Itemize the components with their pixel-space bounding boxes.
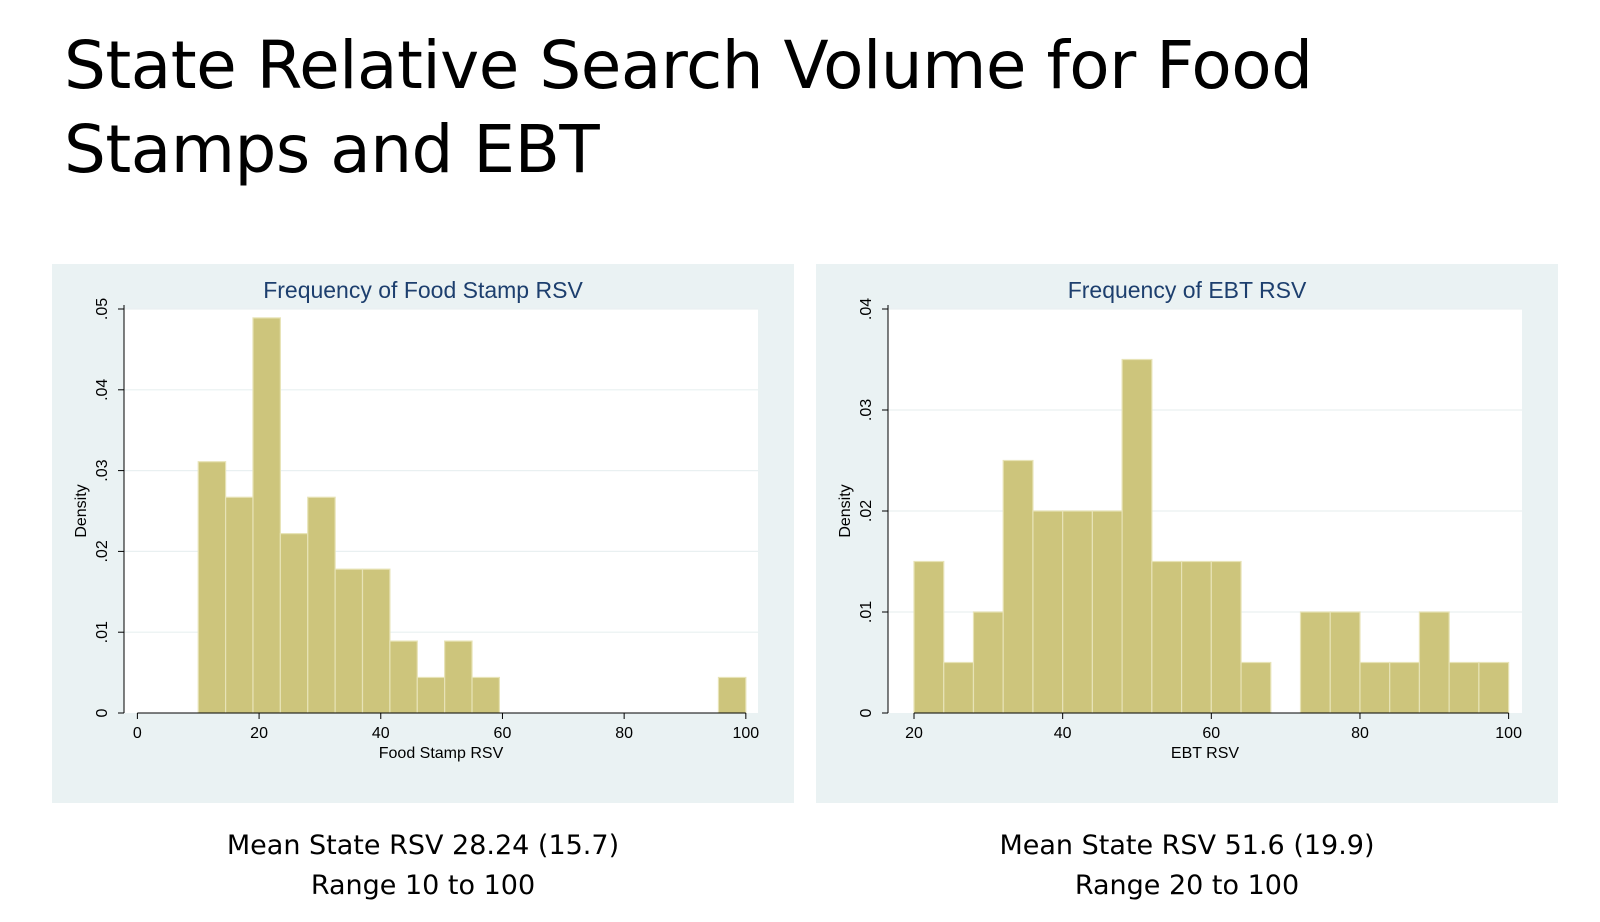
food-stamp-caption-range: Range 10 to 100 — [310, 870, 536, 901]
food-stamp-y-tick-label: .01 — [94, 621, 111, 643]
food-stamp-bar — [444, 640, 473, 714]
ebt-x-tick-label: 20 — [905, 725, 923, 742]
food-stamp-x-axis-label: Food Stamp RSV — [379, 745, 504, 762]
food-stamp-bar — [361, 568, 391, 714]
food-stamp-bar — [225, 496, 254, 714]
ebt-bar — [1151, 560, 1183, 714]
ebt-histogram-panel: 20 40 60 80 100 0 .01 .02 .03 .04 EBT RSV Density Fr… — [816, 264, 1558, 803]
ebt-bar — [1062, 510, 1093, 714]
ebt-bar — [1329, 611, 1361, 714]
food-stamp-bar — [717, 676, 747, 714]
food-stamp-y-tick-label: .05 — [94, 298, 111, 320]
food-stamp-y-tick-label: .03 — [94, 459, 111, 481]
ebt-x-tick-label: 40 — [1054, 725, 1072, 742]
food-stamp-y-tick-label: .02 — [94, 540, 111, 562]
food-stamp-caption: Mean State RSV 28.24 (15.7) Range 10 to … — [52, 826, 794, 906]
food-stamp-y-axis-label: Density — [73, 484, 90, 537]
food-stamp-x-tick-label: 80 — [615, 725, 633, 742]
food-stamp-x-tick-label: 40 — [372, 725, 390, 742]
food-stamp-bar — [307, 496, 336, 714]
ebt-bar — [972, 611, 1004, 714]
ebt-y-tick-label: .01 — [858, 601, 875, 623]
ebt-x-tick-label: 100 — [1495, 725, 1522, 742]
ebt-bar — [1032, 510, 1064, 714]
food-stamp-bar — [389, 640, 418, 714]
ebt-y-tick-label: .03 — [858, 399, 875, 421]
food-stamp-y-tick-label: .04 — [94, 379, 111, 401]
ebt-bar — [1180, 560, 1212, 714]
ebt-chart-title: Frequency of EBT RSV — [1068, 277, 1307, 303]
food-stamp-y-tick-label: 0 — [94, 708, 111, 717]
food-stamp-caption-mean: Mean State RSV 28.24 (15.7) — [226, 830, 620, 861]
food-stamp-histogram: 0 20 40 60 80 100 0 .01 .02 .03 .04 .05 Food Stamp R… — [73, 277, 759, 762]
ebt-x-tick-label: 60 — [1202, 725, 1220, 742]
food-stamp-bar — [416, 676, 446, 714]
food-stamp-x-tick-label: 60 — [494, 725, 512, 742]
food-stamp-x-tick-label: 0 — [133, 725, 142, 742]
food-stamp-bar — [252, 317, 281, 714]
ebt-bar — [1418, 611, 1450, 714]
ebt-bar — [913, 560, 945, 714]
ebt-y-axis-label: Density — [837, 484, 854, 537]
food-stamp-x-tick-label: 20 — [250, 725, 268, 742]
ebt-bar — [1240, 661, 1272, 714]
ebt-caption-mean: Mean State RSV 51.6 (19.9) — [999, 830, 1375, 861]
ebt-bar — [1002, 459, 1034, 714]
food-stamp-x-tick-label: 100 — [732, 725, 759, 742]
food-stamp-bar — [471, 676, 501, 714]
ebt-x-axis-label: EBT RSV — [1171, 745, 1240, 762]
ebt-caption-range: Range 20 to 100 — [1074, 870, 1300, 901]
ebt-bar — [1299, 611, 1331, 714]
ebt-bar — [1359, 661, 1391, 714]
food-stamp-bar — [279, 533, 309, 714]
food-stamp-chart-title: Frequency of Food Stamp RSV — [263, 277, 583, 303]
food-stamp-histogram-panel: 0 20 40 60 80 100 0 .01 .02 .03 .04 .05 Food Stamp R… — [52, 264, 794, 803]
ebt-bar — [1121, 358, 1153, 714]
ebt-y-tick-label: .04 — [858, 298, 875, 320]
ebt-bar — [1210, 560, 1242, 714]
ebt-bar — [1448, 661, 1480, 714]
ebt-bar — [943, 661, 975, 714]
ebt-x-tick-label: 80 — [1351, 725, 1369, 742]
ebt-bar — [1091, 510, 1123, 714]
ebt-bar — [1478, 661, 1510, 714]
slide-title: State Relative Search Volume for Food St… — [64, 27, 1313, 188]
ebt-histogram: 20 40 60 80 100 0 .01 .02 .03 .04 EBT RSV Density Fr… — [837, 277, 1522, 762]
food-stamp-bar — [334, 568, 364, 714]
ebt-y-tick-label: .02 — [858, 500, 875, 522]
ebt-bar — [1389, 661, 1421, 714]
ebt-y-tick-label: 0 — [858, 708, 875, 717]
food-stamp-bar — [197, 461, 227, 714]
ebt-caption: Mean State RSV 51.6 (19.9) Range 20 to 1… — [816, 826, 1558, 906]
